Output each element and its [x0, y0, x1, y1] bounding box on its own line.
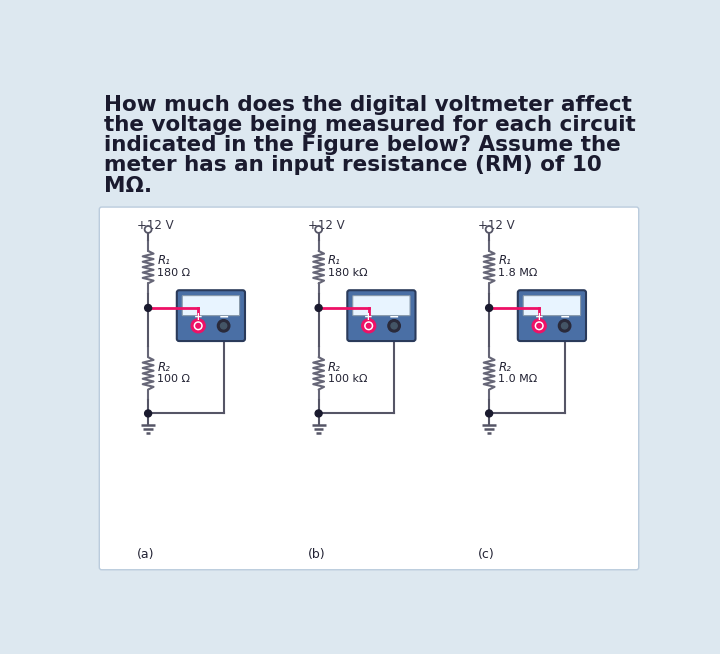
- Text: indicated in the Figure below? Assume the: indicated in the Figure below? Assume th…: [104, 135, 621, 156]
- Circle shape: [192, 319, 205, 333]
- Text: (c): (c): [478, 548, 495, 561]
- Text: MΩ.: MΩ.: [104, 175, 152, 196]
- Circle shape: [485, 410, 492, 417]
- FancyBboxPatch shape: [518, 290, 586, 341]
- Text: R₂: R₂: [498, 361, 511, 373]
- Text: 1.8 MΩ: 1.8 MΩ: [498, 267, 538, 277]
- Text: R₁: R₁: [328, 254, 341, 267]
- Circle shape: [485, 305, 492, 311]
- Text: 1.0 MΩ: 1.0 MΩ: [498, 374, 538, 384]
- Text: −: −: [389, 311, 400, 324]
- Circle shape: [366, 324, 371, 328]
- FancyBboxPatch shape: [99, 207, 639, 570]
- Circle shape: [559, 320, 571, 332]
- Text: +: +: [364, 313, 373, 322]
- FancyBboxPatch shape: [347, 290, 415, 341]
- Circle shape: [485, 226, 492, 233]
- FancyBboxPatch shape: [182, 296, 240, 316]
- FancyBboxPatch shape: [177, 290, 245, 341]
- Text: (a): (a): [138, 548, 155, 561]
- Text: meter has an input resistance (RM) of 10: meter has an input resistance (RM) of 10: [104, 156, 602, 175]
- Text: R₂: R₂: [328, 361, 341, 373]
- Text: +12 V: +12 V: [478, 219, 515, 232]
- Text: R₁: R₁: [158, 254, 171, 267]
- Text: (b): (b): [307, 548, 325, 561]
- Text: R₂: R₂: [158, 361, 171, 373]
- Text: 180 Ω: 180 Ω: [158, 267, 191, 277]
- Circle shape: [217, 320, 230, 332]
- Text: the voltage being measured for each circuit: the voltage being measured for each circ…: [104, 116, 636, 135]
- Text: 100 Ω: 100 Ω: [158, 374, 190, 384]
- Circle shape: [315, 226, 322, 233]
- Text: −: −: [218, 311, 229, 324]
- Circle shape: [196, 324, 200, 328]
- Circle shape: [365, 322, 372, 330]
- Circle shape: [562, 322, 567, 329]
- Circle shape: [220, 322, 227, 329]
- Circle shape: [315, 410, 322, 417]
- FancyBboxPatch shape: [523, 296, 580, 316]
- Circle shape: [532, 319, 546, 333]
- Text: R₁: R₁: [498, 254, 511, 267]
- Text: How much does the digital voltmeter affect: How much does the digital voltmeter affe…: [104, 95, 632, 115]
- Circle shape: [535, 322, 543, 330]
- Text: +: +: [194, 313, 202, 322]
- Circle shape: [391, 322, 397, 329]
- Circle shape: [315, 305, 322, 311]
- FancyBboxPatch shape: [353, 296, 410, 316]
- Circle shape: [194, 322, 202, 330]
- Text: +12 V: +12 V: [307, 219, 344, 232]
- Circle shape: [537, 324, 541, 328]
- Circle shape: [388, 320, 400, 332]
- Circle shape: [145, 305, 152, 311]
- Text: 180 kΩ: 180 kΩ: [328, 267, 367, 277]
- Text: +12 V: +12 V: [138, 219, 174, 232]
- Text: +: +: [535, 313, 544, 322]
- Circle shape: [145, 226, 152, 233]
- Text: −: −: [559, 311, 570, 324]
- Circle shape: [145, 410, 152, 417]
- Text: 100 kΩ: 100 kΩ: [328, 374, 367, 384]
- Circle shape: [361, 319, 376, 333]
